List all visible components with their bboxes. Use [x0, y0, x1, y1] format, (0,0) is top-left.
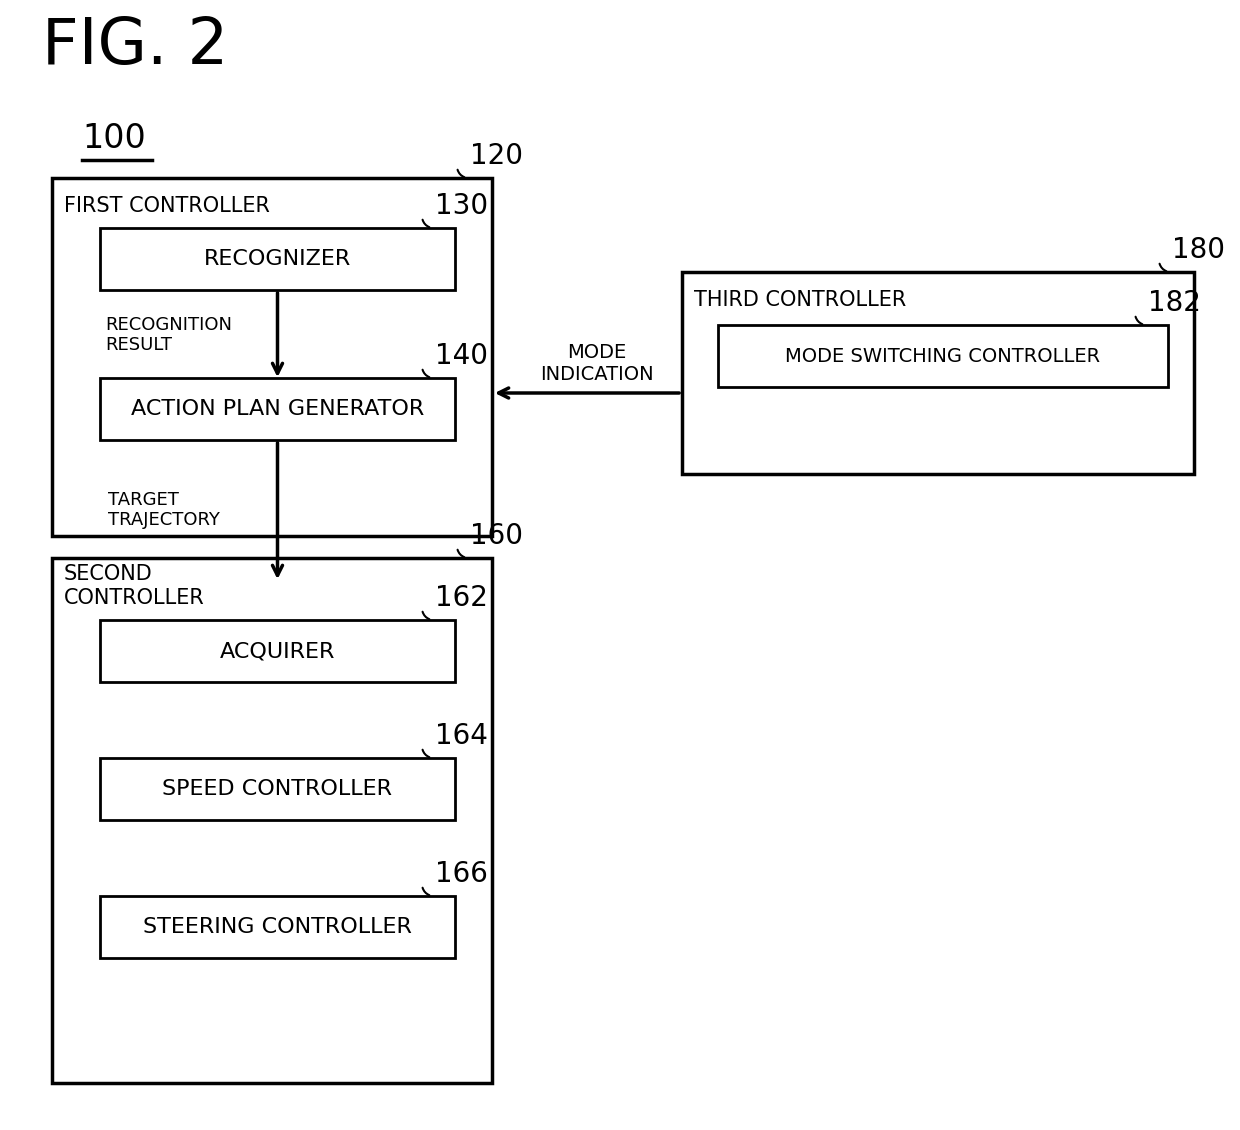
Text: 180: 180 — [1172, 236, 1225, 264]
Text: MODE SWITCHING CONTROLLER: MODE SWITCHING CONTROLLER — [785, 347, 1101, 365]
Bar — [100, 379, 455, 440]
Text: 166: 166 — [435, 860, 487, 888]
Text: ACTION PLAN GENERATOR: ACTION PLAN GENERATOR — [131, 399, 424, 419]
Text: TARGET
TRAJECTORY: TARGET TRAJECTORY — [108, 490, 219, 529]
Text: THIRD CONTROLLER: THIRD CONTROLLER — [694, 290, 906, 310]
Text: 182: 182 — [1148, 289, 1200, 318]
Text: 162: 162 — [435, 584, 487, 612]
Text: 130: 130 — [435, 192, 489, 220]
Text: SPEED CONTROLLER: SPEED CONTROLLER — [162, 779, 393, 799]
Text: RECOGNITION
RESULT: RECOGNITION RESULT — [105, 315, 232, 355]
Text: 140: 140 — [435, 342, 489, 370]
Text: 120: 120 — [470, 142, 523, 170]
Bar — [100, 620, 455, 683]
Text: 164: 164 — [435, 722, 487, 750]
Text: MODE
INDICATION: MODE INDICATION — [541, 342, 653, 383]
Text: ACQUIRER: ACQUIRER — [219, 641, 335, 661]
Bar — [100, 228, 455, 290]
Text: RECOGNIZER: RECOGNIZER — [203, 249, 351, 269]
Text: 100: 100 — [82, 122, 146, 155]
Bar — [100, 758, 455, 820]
Text: STEERING CONTROLLER: STEERING CONTROLLER — [143, 918, 412, 937]
Text: 160: 160 — [470, 522, 523, 550]
Bar — [52, 558, 492, 1083]
Text: FIG. 2: FIG. 2 — [42, 15, 228, 77]
Bar — [718, 325, 1168, 386]
Bar — [682, 272, 1194, 473]
Text: SECOND
CONTROLLER: SECOND CONTROLLER — [64, 564, 205, 608]
Bar — [52, 179, 492, 536]
Text: FIRST CONTROLLER: FIRST CONTROLLER — [64, 195, 270, 216]
Bar — [100, 896, 455, 958]
